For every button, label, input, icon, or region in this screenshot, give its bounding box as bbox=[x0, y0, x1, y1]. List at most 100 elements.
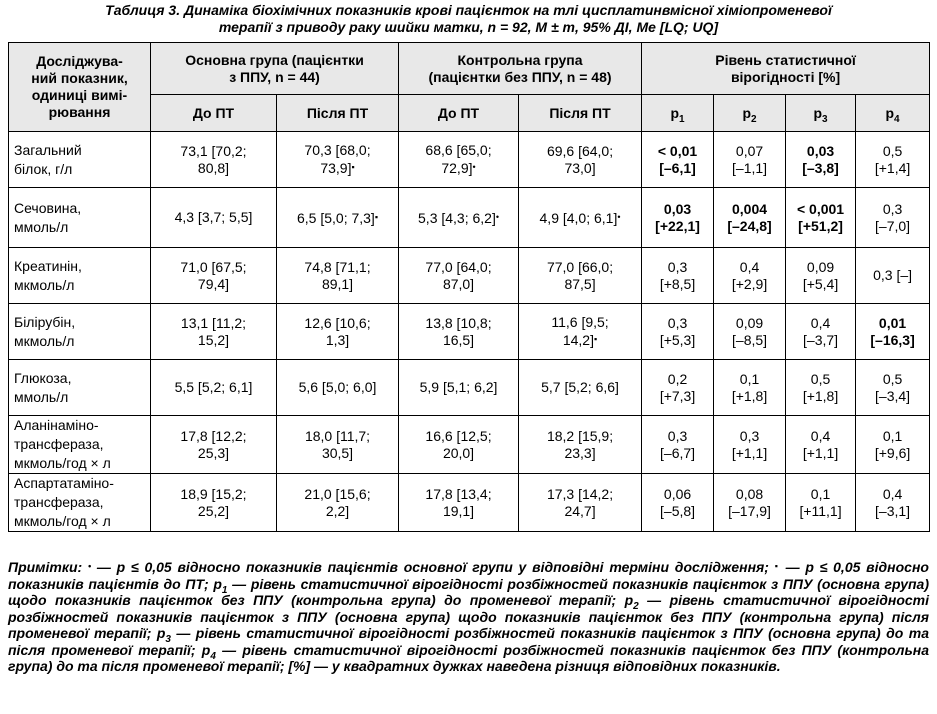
value-line: [+8,5] bbox=[659, 275, 696, 292]
indicator-line: мкмоль/л bbox=[14, 276, 75, 293]
value-cell-mb: 4,3 [3,7; 5,5] bbox=[150, 187, 277, 248]
value-cell-p3: 0,09 [+5,4] bbox=[785, 247, 857, 304]
value-line: 0,5 bbox=[810, 370, 831, 387]
value-line: 77,0 [64,0; bbox=[425, 258, 492, 275]
header-significance-line: Рівень статистичної bbox=[715, 51, 856, 68]
header-indicator-line: одиниці вимі- bbox=[31, 87, 128, 103]
caption-line-1: Таблиця 3. Динаміка біохімічних показник… bbox=[105, 2, 832, 18]
value-cell-ma: 5,6 [5,0; 6,0] bbox=[275, 359, 400, 416]
value-cell-p3: 0,03 [–3,8] bbox=[785, 131, 857, 188]
indicator-line: Сечовина, bbox=[14, 199, 82, 216]
value-line: 0,3 bbox=[739, 427, 760, 444]
biochemical-indicators-table: Досліджува-ний показник, одиниці вимі-рюв… bbox=[8, 42, 931, 532]
value-line: < 0,01 bbox=[657, 142, 698, 159]
value-line: 74,8 [71,1; bbox=[304, 258, 371, 275]
value-line: [–8,5] bbox=[732, 331, 768, 348]
note-text: 1 bbox=[221, 584, 228, 596]
note-marker: • bbox=[87, 561, 92, 571]
value-line: [–3,7] bbox=[803, 331, 839, 348]
header-indicator-line: Досліджува- bbox=[36, 53, 123, 69]
value-cell-p3: < 0,001 [+51,2] bbox=[785, 187, 857, 248]
value-line: 16,5] bbox=[442, 331, 475, 348]
value-line: 5,3 [4,3; 6,2] bbox=[418, 209, 496, 226]
value-line: 0,03 bbox=[663, 200, 692, 217]
value-line: [+1,8] bbox=[731, 387, 768, 404]
header-main-before: До ПТ bbox=[150, 94, 277, 132]
value-cell-mb: 13,1 [11,2; 15,2] bbox=[150, 303, 277, 360]
note-text: Примітки: bbox=[8, 559, 88, 575]
value-cell-p2: 0,4 [+2,9] bbox=[713, 247, 787, 304]
value-cell-p2: 0,07 [–1,1] bbox=[713, 131, 787, 188]
table-row: Сечовина, ммоль/л 4,3 [3,7; 5,5] 6,5 [5,0; … bbox=[8, 187, 931, 248]
value-cell-p1: 0,06 [–5,8] bbox=[641, 473, 715, 532]
value-line: 0,3 bbox=[667, 314, 688, 331]
value-cell-ma: 21,0 [15,6; 2,2] bbox=[275, 473, 400, 532]
significance-marker: • bbox=[472, 162, 476, 172]
value-cell-p1: 0,3 [–6,7] bbox=[641, 415, 715, 474]
value-line: 19,1] bbox=[442, 502, 475, 519]
value-line: [+11,1] bbox=[799, 502, 842, 519]
value-cell-p3: 0,4 [–3,7] bbox=[785, 303, 857, 360]
value-line: [+1,1] bbox=[731, 444, 768, 461]
value-line: 0,4 bbox=[810, 427, 831, 444]
value-line: [+22,1] bbox=[655, 217, 700, 234]
value-cell-p2: 0,004 [–24,8] bbox=[713, 187, 787, 248]
value-cell-mb: 71,0 [67,5; 79,4] bbox=[150, 247, 277, 304]
value-line: 0,3 bbox=[667, 258, 688, 275]
value-line: [–3,1] bbox=[875, 502, 911, 519]
significance-marker: ▪ bbox=[593, 334, 598, 344]
value-line: 24,7] bbox=[564, 502, 596, 519]
value-line: 0,004 bbox=[732, 200, 768, 217]
value-line: 16,6 [12,5; bbox=[425, 427, 492, 444]
value-line: [+5,4] bbox=[802, 275, 839, 292]
note-text: — рівень статистичної вірогідності розбі… bbox=[8, 641, 929, 675]
value-line: 18,2 [15,9; bbox=[546, 427, 614, 444]
value-line: 0,2 bbox=[667, 370, 688, 387]
indicator-cell: Загальний білок, г/л bbox=[8, 131, 151, 188]
value-line: 0,09 bbox=[806, 258, 835, 275]
value-line: 5,7 [5,2; 6,6] bbox=[541, 379, 619, 395]
value-cell-p2: 0,3 [+1,1] bbox=[713, 415, 787, 474]
value-line: [+7,3] bbox=[659, 387, 696, 404]
value-cell-ca: 5,7 [5,2; 6,6] bbox=[518, 359, 643, 416]
value-line: [+2,9] bbox=[731, 275, 768, 292]
value-line: [+1,1] bbox=[802, 444, 839, 461]
value-line: 72,9] bbox=[441, 160, 473, 176]
value-line: 0,3 bbox=[882, 200, 903, 217]
value-cell-ma: 74,8 [71,1; 89,1] bbox=[275, 247, 400, 304]
header-main-after: Після ПТ bbox=[275, 94, 400, 132]
value-line: 77,0 [66,0; bbox=[546, 258, 614, 275]
table-row: Загальний білок, г/л 73,1 [70,2; 80,8] 70,3 … bbox=[8, 131, 931, 188]
value-cell-ma: 12,6 [10,6; 1,3] bbox=[275, 303, 400, 360]
header-main-group-line: Основна група (пацієнтки bbox=[185, 51, 364, 68]
value-cell-p2: 0,09 [–8,5] bbox=[713, 303, 787, 360]
value-line: [–6,7] bbox=[660, 444, 696, 461]
value-line: 89,1] bbox=[321, 275, 354, 292]
table-body: Загальний білок, г/л 73,1 [70,2; 80,8] 70,3 … bbox=[8, 131, 931, 532]
value-cell-ma: 18,0 [11,7; 30,5] bbox=[275, 415, 400, 474]
value-cell-cb: 77,0 [64,0; 87,0] bbox=[398, 247, 520, 304]
value-line: [–16,3] bbox=[870, 331, 915, 348]
value-line: 15,2] bbox=[197, 331, 230, 348]
value-line: 17,3 [14,2; bbox=[546, 485, 614, 502]
value-cell-ca: 17,3 [14,2; 24,7] bbox=[518, 473, 643, 532]
indicator-line: Загальний bbox=[14, 141, 82, 158]
value-line: [+1,4] bbox=[874, 159, 911, 176]
value-line: 70,3 [68,0; bbox=[304, 142, 371, 158]
value-line: 5,9 [5,1; 6,2] bbox=[419, 379, 498, 395]
value-cell-p4: 0,4 [–3,1] bbox=[855, 473, 931, 532]
header-p4: p4 bbox=[855, 94, 931, 132]
value-cell-p1: 0,03 [+22,1] bbox=[641, 187, 715, 248]
indicator-cell: Глюкоза, ммоль/л bbox=[8, 359, 151, 416]
value-cell-mb: 5,5 [5,2; 6,1] bbox=[150, 359, 277, 416]
value-line: 0,1 bbox=[882, 427, 903, 444]
table-row: Аланінаміно-трансфераза, мкмоль/год × л 17… bbox=[8, 415, 931, 474]
header-significance: Рівень статистичної вірогідності [%] bbox=[641, 42, 931, 95]
value-cell-cb: 13,8 [10,8; 16,5] bbox=[398, 303, 520, 360]
value-cell-p1: 0,3 [+5,3] bbox=[641, 303, 715, 360]
table-notes: Примітки: • — p ≤ 0,05 відносно показник… bbox=[8, 558, 929, 675]
value-line: [–17,9] bbox=[728, 502, 771, 519]
value-line: 0,3 bbox=[667, 427, 688, 444]
value-cell-ca: 18,2 [15,9; 23,3] bbox=[518, 415, 643, 474]
value-cell-ma: 6,5 [5,0; 7,3]▪ bbox=[275, 187, 400, 248]
